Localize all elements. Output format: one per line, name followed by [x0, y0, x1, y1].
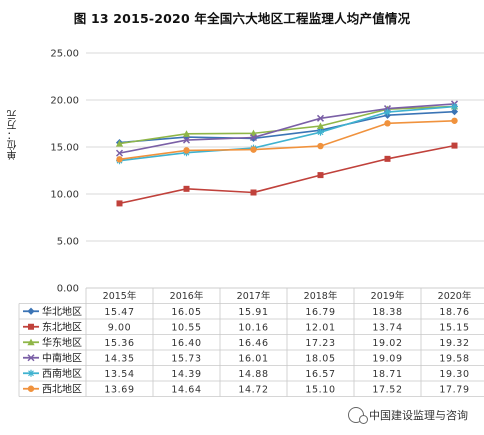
watermark-text: 中国建设监理与咨询	[369, 409, 468, 422]
data-label: 14.39	[171, 369, 201, 380]
data-point	[317, 142, 324, 150]
x-tick-label: 2017年	[237, 290, 271, 302]
data-point	[317, 128, 324, 136]
data-label: 15.47	[104, 307, 134, 318]
x-tick-label: 2015年	[103, 290, 137, 302]
y-tick-label: 0.00	[57, 284, 79, 295]
data-point	[116, 200, 123, 207]
data-label: 19.02	[372, 338, 402, 349]
data-label: 17.23	[305, 338, 335, 349]
data-point	[450, 108, 459, 116]
legend-label: 中南地区	[42, 352, 82, 365]
data-point	[451, 142, 458, 149]
x-tick-label: 2016年	[170, 290, 204, 302]
data-point	[183, 185, 190, 192]
series-line	[119, 110, 455, 144]
legend-marker	[27, 354, 35, 362]
data-label: 15.91	[238, 307, 268, 318]
data-label: 10.16	[238, 322, 268, 333]
chart-title: 图 13 2015-2020 年全国六大地区工程监理人均产值情况	[73, 11, 411, 26]
x-tick-label: 2018年	[304, 290, 338, 302]
data-point	[317, 172, 324, 179]
data-label: 16.01	[238, 353, 268, 364]
data-label: 9.00	[108, 322, 132, 333]
series-line	[119, 120, 455, 161]
series-line	[119, 144, 455, 205]
data-label: 14.88	[238, 369, 268, 380]
data-label: 13.54	[104, 369, 134, 380]
data-label: 19.09	[372, 353, 402, 364]
data-point	[182, 130, 191, 137]
legend-label: 西北地区	[42, 383, 82, 396]
y-tick-label: 20.00	[50, 96, 79, 107]
legend-marker	[27, 307, 35, 315]
data-point	[183, 147, 190, 154]
x-tick-label: 2020年	[438, 290, 472, 302]
data-point	[250, 146, 257, 153]
data-point	[115, 140, 124, 147]
data-point	[115, 149, 124, 157]
data-label: 19.32	[439, 338, 469, 349]
data-label: 18.38	[372, 307, 402, 318]
series-line	[119, 103, 455, 154]
data-label: 16.57	[305, 369, 335, 380]
legend-label: 西南地区	[42, 367, 82, 380]
data-label: 15.10	[305, 384, 335, 395]
data-label: 13.69	[104, 384, 134, 395]
data-label: 15.15	[439, 322, 469, 333]
legend-label: 东北地区	[42, 321, 82, 334]
data-label: 17.79	[439, 384, 469, 395]
data-point	[451, 103, 458, 111]
legend-marker	[28, 323, 34, 330]
data-label: 14.64	[171, 384, 201, 395]
series-line	[119, 105, 455, 162]
data-label: 18.76	[439, 307, 469, 318]
data-label: 16.05	[171, 307, 201, 318]
data-label: 15.73	[171, 353, 201, 364]
data-label: 14.72	[238, 384, 268, 395]
y-tick-labels: 0.00 5.00 10.00 15.00 20.00 25.00	[50, 49, 79, 295]
data-label: 14.35	[104, 353, 134, 364]
y-tick-label: 10.00	[50, 190, 79, 201]
data-label: 19.30	[439, 369, 469, 380]
y-tick-label: 15.00	[50, 143, 79, 154]
data-point	[249, 133, 258, 142]
data-label: 17.52	[372, 384, 402, 395]
data-point	[384, 120, 391, 127]
data-label: 10.55	[171, 322, 201, 333]
data-point	[316, 122, 325, 130]
y-tick-label: 5.00	[57, 237, 79, 248]
watermark: 中国建设监理与咨询	[348, 407, 468, 424]
data-point	[384, 155, 391, 162]
data-label: 15.36	[104, 338, 134, 349]
data-label: 16.46	[238, 338, 268, 349]
legend-label: 华北地区	[42, 305, 82, 318]
data-label: 12.01	[305, 322, 335, 333]
data-label: 18.71	[372, 369, 402, 380]
data-point	[451, 117, 458, 124]
legend-marker	[27, 338, 35, 346]
data-point	[384, 108, 391, 116]
series-lines	[115, 100, 459, 207]
legend-label: 华东地区	[42, 336, 82, 349]
data-label: 19.58	[439, 353, 469, 364]
legend-marker	[27, 369, 35, 377]
gridlines	[86, 52, 484, 289]
data-label: 16.40	[171, 338, 201, 349]
data-label: 18.05	[305, 353, 335, 364]
data-point	[116, 156, 123, 163]
x-tick-label: 2019年	[371, 290, 405, 302]
data-point	[182, 136, 191, 144]
y-tick-label: 25.00	[50, 49, 79, 60]
data-point	[249, 129, 258, 137]
data-point	[250, 189, 257, 196]
data-label: 13.74	[372, 322, 402, 333]
legend-marker	[27, 385, 35, 392]
wechat-icon	[348, 407, 368, 424]
series-line	[119, 105, 455, 145]
data-label: 16.79	[305, 307, 335, 318]
data-point	[316, 114, 325, 122]
